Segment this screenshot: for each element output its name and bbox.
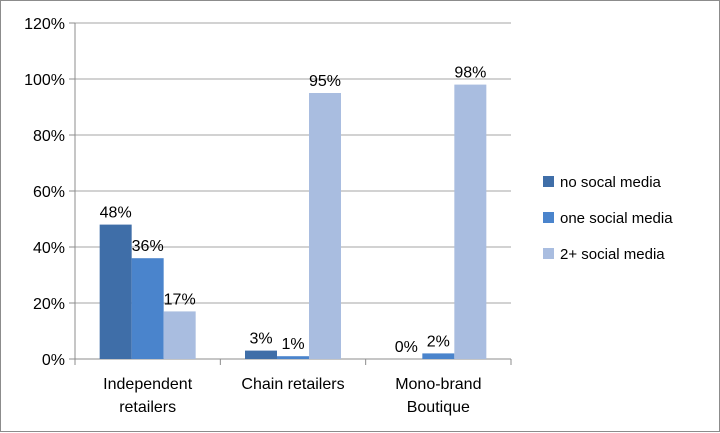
bar xyxy=(131,258,164,359)
legend-swatch xyxy=(543,212,554,223)
y-tick-label: 100% xyxy=(24,72,65,89)
data-label: 2% xyxy=(427,333,450,350)
bar xyxy=(245,350,277,359)
bar xyxy=(309,93,341,359)
data-label: 36% xyxy=(132,238,164,255)
x-category-label: Mono-brand xyxy=(395,376,481,393)
data-label: 3% xyxy=(249,331,272,348)
x-category-label: retailers xyxy=(119,399,176,416)
y-tick-label: 20% xyxy=(33,296,65,313)
y-tick-label: 0% xyxy=(42,352,65,369)
y-tick-label: 40% xyxy=(33,240,65,257)
y-tick-label: 80% xyxy=(33,128,65,145)
x-category-label: Boutique xyxy=(407,399,470,416)
legend-swatch xyxy=(543,248,554,259)
bar xyxy=(163,311,196,359)
data-label: 0% xyxy=(395,339,418,356)
x-category-label: Independent xyxy=(103,376,193,393)
data-label: 17% xyxy=(164,291,196,308)
data-label: 98% xyxy=(454,65,486,82)
y-tick-label: 120% xyxy=(24,16,65,33)
legend-swatch xyxy=(543,176,554,187)
legend-label: 2+ social media xyxy=(560,246,665,263)
bar xyxy=(99,224,132,359)
data-label: 48% xyxy=(100,205,132,222)
data-label: 1% xyxy=(281,336,304,353)
bar xyxy=(454,84,487,359)
y-tick-label: 60% xyxy=(33,184,65,201)
x-category-label: Chain retailers xyxy=(241,376,344,393)
bar xyxy=(277,356,309,359)
legend-label: one social media xyxy=(560,210,673,227)
data-label: 95% xyxy=(309,73,341,90)
legend-label: no socal media xyxy=(560,174,662,191)
bar xyxy=(422,353,455,359)
